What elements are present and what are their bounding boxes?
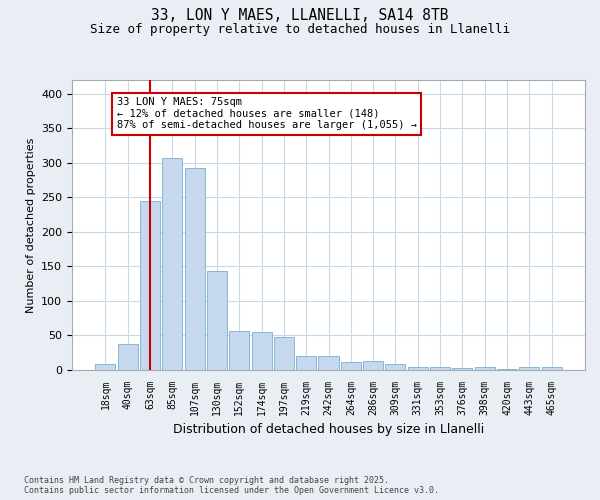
Y-axis label: Number of detached properties: Number of detached properties <box>26 138 35 312</box>
Bar <box>319 356 338 370</box>
Bar <box>385 364 406 370</box>
Bar <box>475 367 495 370</box>
Bar <box>207 272 227 370</box>
Bar <box>162 158 182 370</box>
Bar <box>274 337 294 370</box>
Bar <box>519 367 539 370</box>
Bar <box>118 344 138 370</box>
Bar <box>542 367 562 370</box>
Text: Contains HM Land Registry data © Crown copyright and database right 2025.
Contai: Contains HM Land Registry data © Crown c… <box>24 476 439 495</box>
Bar <box>185 168 205 370</box>
Bar <box>296 356 316 370</box>
Bar <box>430 366 450 370</box>
X-axis label: Distribution of detached houses by size in Llanelli: Distribution of detached houses by size … <box>173 424 484 436</box>
Bar <box>95 364 115 370</box>
Bar <box>251 332 272 370</box>
Bar <box>363 361 383 370</box>
Text: 33, LON Y MAES, LLANELLI, SA14 8TB: 33, LON Y MAES, LLANELLI, SA14 8TB <box>151 8 449 22</box>
Bar <box>140 201 160 370</box>
Text: 33 LON Y MAES: 75sqm
← 12% of detached houses are smaller (148)
87% of semi-deta: 33 LON Y MAES: 75sqm ← 12% of detached h… <box>116 98 416 130</box>
Bar <box>408 367 428 370</box>
Text: Size of property relative to detached houses in Llanelli: Size of property relative to detached ho… <box>90 22 510 36</box>
Bar <box>452 368 472 370</box>
Bar <box>341 362 361 370</box>
Bar <box>229 332 249 370</box>
